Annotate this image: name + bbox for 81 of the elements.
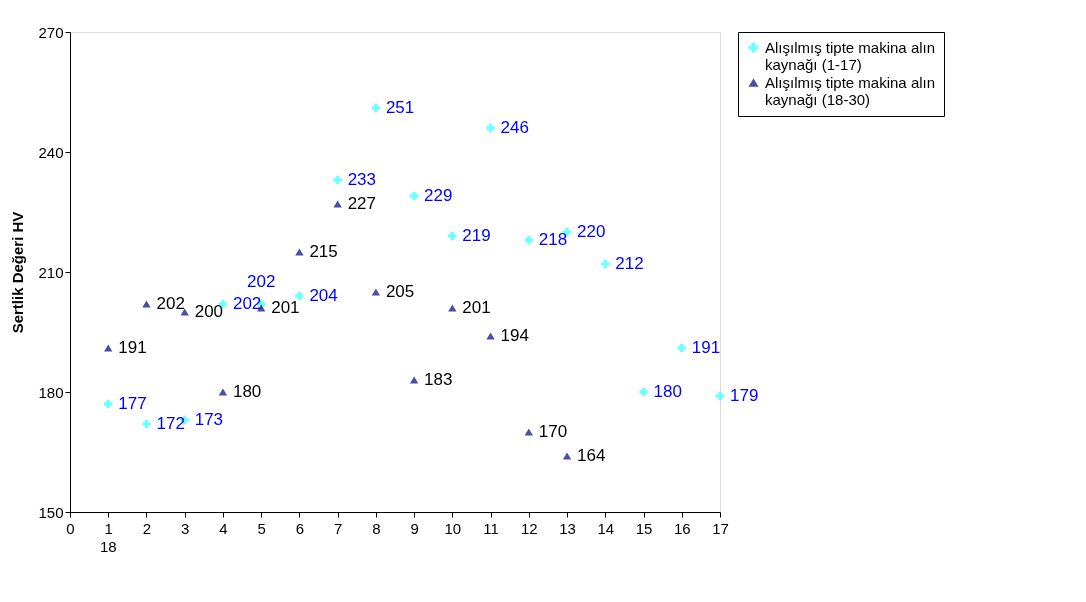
data-label: 229	[424, 186, 453, 205]
data-label: 172	[156, 414, 185, 433]
y-axis-title: Sertlik Değeri HV	[9, 211, 27, 334]
point	[295, 248, 304, 256]
data-label: 173	[194, 410, 224, 429]
data-label: 170	[538, 422, 568, 441]
x-tick-label: 0	[66, 519, 75, 537]
point	[333, 200, 342, 208]
x-tick-label: 8	[372, 519, 381, 537]
legend-label: Alışılmış tipte makina alın kaynağı (1-17)	[765, 38, 936, 73]
x-tick-label: 10	[444, 519, 462, 537]
point	[409, 191, 419, 201]
data-label: 180	[653, 382, 682, 401]
y-tick-label: 180	[38, 383, 64, 401]
point	[104, 399, 113, 409]
data-label: 179	[730, 386, 759, 405]
data-label: 227	[347, 194, 377, 213]
x-tick-label: 5	[257, 519, 266, 537]
x-tick-label: 2	[142, 519, 152, 537]
data-label: 183	[424, 370, 453, 389]
data-label: 200	[194, 302, 224, 321]
point	[715, 391, 725, 401]
x-tick-label: 14	[597, 519, 615, 537]
point	[218, 388, 228, 396]
point	[524, 428, 534, 436]
data-label: 218	[538, 230, 568, 249]
text: 18	[99, 538, 117, 555]
point	[639, 387, 648, 397]
x-tick-label: 3	[181, 519, 190, 537]
point	[448, 304, 457, 312]
y-tick-label: 240	[38, 143, 64, 161]
data-label: 180	[232, 382, 262, 401]
data-label: 205	[385, 282, 415, 301]
x-tick-label: 17	[712, 519, 729, 537]
data-label: 201	[271, 298, 300, 317]
point	[180, 308, 189, 316]
point	[601, 259, 610, 269]
y-tick-label: 270	[38, 23, 64, 41]
x-tick-label: 11	[483, 519, 499, 537]
data-label: 246	[500, 118, 529, 137]
point	[142, 419, 151, 429]
y-tick-label: 150	[38, 503, 64, 521]
x-tick-label: 12	[520, 519, 538, 537]
data-label: 191	[118, 338, 147, 357]
y-tick-label: 210	[38, 263, 64, 281]
point	[333, 175, 342, 185]
data-label: 177	[118, 394, 147, 413]
data-label: 215	[309, 242, 338, 261]
x-tick-label: 1	[104, 519, 113, 537]
data-label: 202	[156, 294, 185, 313]
point	[448, 231, 457, 241]
point	[371, 288, 381, 296]
point	[104, 344, 113, 352]
x-tick-label: 7	[333, 519, 343, 537]
x-tick-label: 16	[673, 519, 691, 537]
data-label: 164	[577, 446, 606, 465]
point	[409, 376, 419, 384]
data-label: 212	[615, 254, 644, 273]
data-label: 233	[347, 170, 377, 189]
data-label: 251	[385, 98, 415, 117]
x-tick-label: 15	[635, 519, 653, 537]
point	[677, 343, 686, 353]
legend-label: Alışılmış tipte makina alın kaynağı (18-30)	[765, 73, 936, 108]
data-label: 202	[246, 272, 276, 291]
data-label: 204	[309, 286, 338, 305]
data-label: 219	[462, 226, 491, 245]
x-tick-label: 13	[559, 519, 576, 537]
point	[524, 235, 534, 245]
point	[562, 452, 572, 460]
x-tick-label: 9	[410, 519, 419, 537]
data-label: 220	[577, 222, 606, 241]
point	[142, 300, 151, 308]
data-label: 194	[500, 326, 529, 345]
data-label: 191	[691, 338, 721, 357]
point	[295, 291, 304, 301]
x-tick-label: 6	[295, 519, 305, 537]
data-label: 201	[462, 298, 491, 317]
x-tick-label: 4	[219, 519, 228, 537]
point	[486, 123, 495, 133]
point	[486, 332, 495, 340]
point	[371, 103, 381, 113]
